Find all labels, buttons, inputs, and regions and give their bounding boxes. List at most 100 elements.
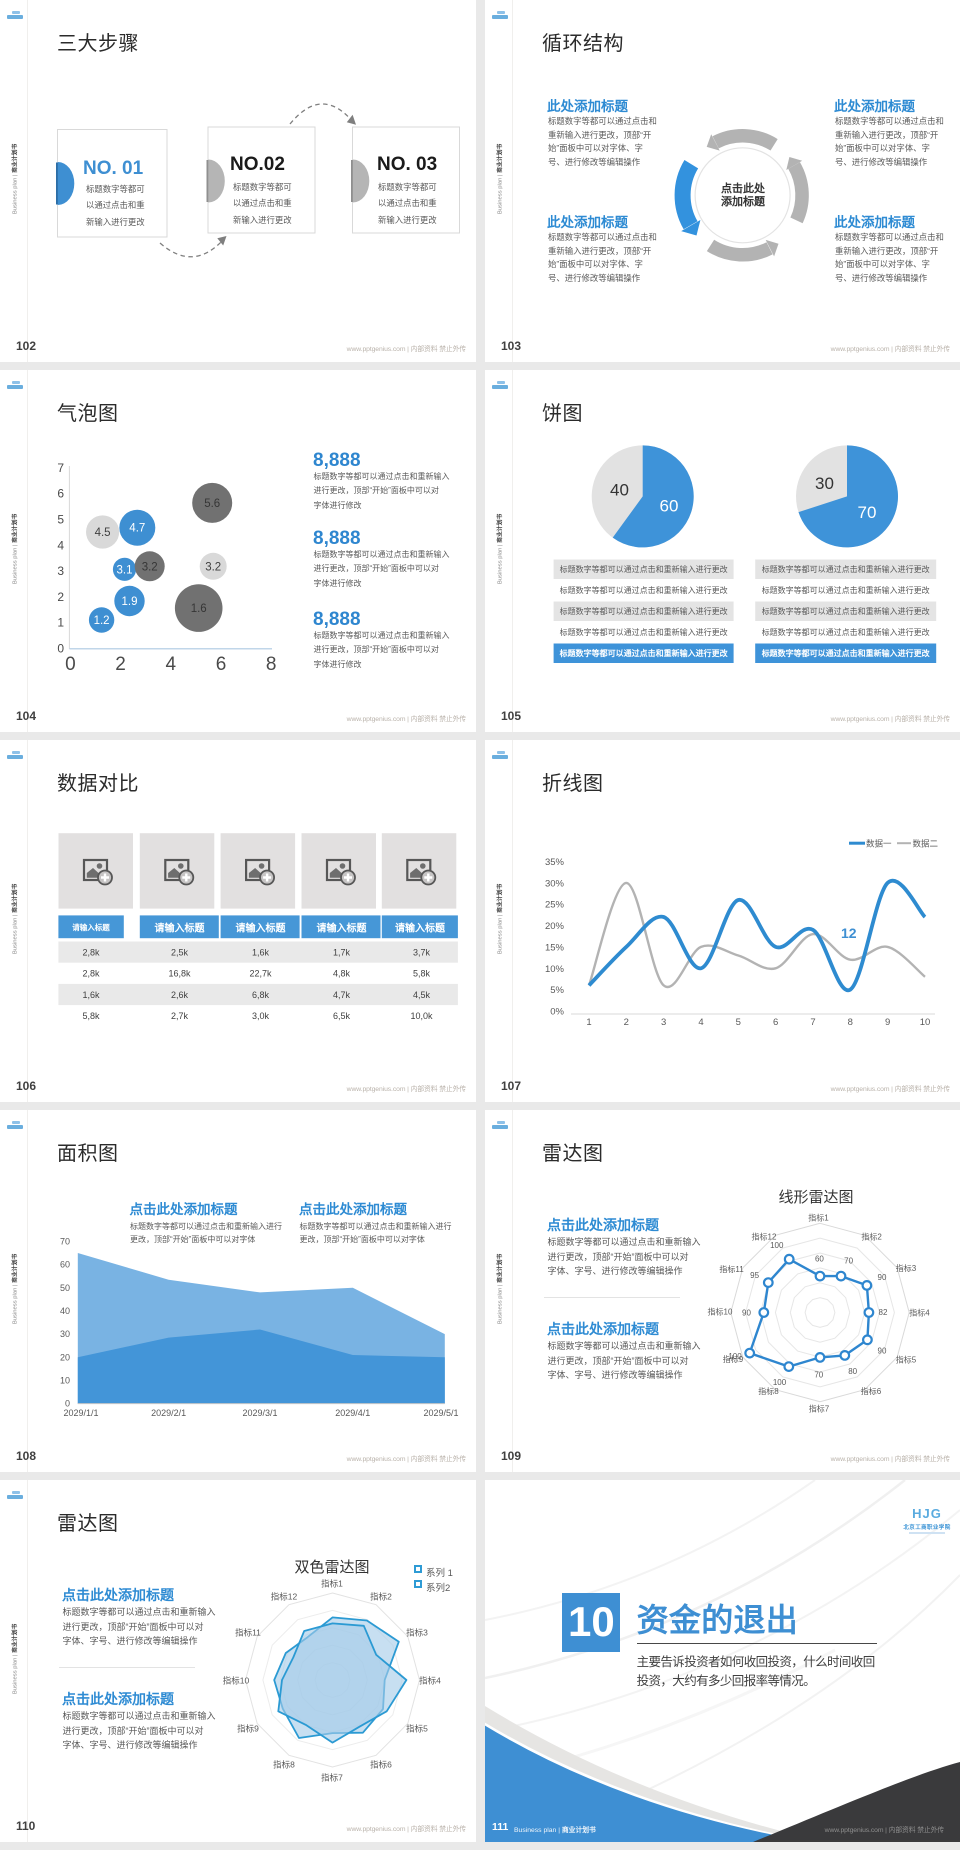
svg-text:请输入标题: 请输入标题: [317, 922, 368, 935]
svg-text:82: 82: [879, 1308, 888, 1317]
svg-text:95: 95: [750, 1271, 759, 1280]
svg-text:数据二: 数据二: [913, 838, 939, 848]
svg-text:4.5: 4.5: [95, 527, 111, 539]
svg-text:3.2: 3.2: [205, 561, 221, 573]
svg-text:5%: 5%: [550, 985, 564, 996]
svg-text:7: 7: [57, 461, 64, 475]
svg-text:指标3: 指标3: [406, 1628, 428, 1638]
svg-text:12: 12: [841, 925, 857, 941]
svg-text:指标11: 指标11: [235, 1628, 261, 1638]
svg-text:指标5: 指标5: [406, 1724, 428, 1734]
svg-text:请输入标题: 请输入标题: [72, 922, 110, 932]
svg-text:数据一: 数据一: [866, 838, 892, 848]
svg-text:指标1: 指标1: [808, 1213, 829, 1223]
svg-text:指标10: 指标10: [708, 1306, 733, 1316]
svg-text:2,8k: 2,8k: [82, 969, 100, 979]
svg-text:70: 70: [814, 1371, 823, 1380]
svg-text:9: 9: [885, 1017, 890, 1028]
svg-text:80: 80: [848, 1367, 857, 1376]
svg-text:60: 60: [60, 1260, 70, 1270]
svg-text:标题数字等都可以通过点击和重新输入进行更改: 标题数字等都可以通过点击和重新输入进行更改: [762, 564, 930, 574]
svg-text:指标10: 指标10: [223, 1676, 250, 1686]
svg-text:3: 3: [661, 1017, 666, 1028]
svg-text:指标2: 指标2: [861, 1232, 882, 1242]
svg-text:8: 8: [848, 1017, 853, 1028]
svg-text:50: 50: [60, 1283, 70, 1293]
svg-text:8: 8: [266, 654, 277, 675]
svg-text:90: 90: [878, 1347, 887, 1356]
svg-text:指标7: 指标7: [321, 1773, 343, 1783]
svg-text:5: 5: [736, 1017, 741, 1028]
svg-text:1: 1: [57, 616, 64, 630]
svg-text:2,7k: 2,7k: [171, 1011, 189, 1021]
svg-text:90: 90: [742, 1309, 751, 1318]
svg-text:1,6k: 1,6k: [252, 948, 270, 958]
svg-text:100: 100: [770, 1241, 784, 1250]
svg-text:25%: 25%: [545, 900, 565, 911]
svg-text:5: 5: [57, 513, 64, 527]
svg-text:3,0k: 3,0k: [252, 1011, 270, 1021]
svg-text:指标6: 指标6: [861, 1386, 882, 1396]
svg-text:指标7: 指标7: [809, 1404, 830, 1414]
svg-text:指标12: 指标12: [752, 1231, 777, 1241]
svg-text:0: 0: [65, 1399, 70, 1409]
svg-text:2029/5/1: 2029/5/1: [423, 1408, 458, 1418]
svg-text:3.2: 3.2: [142, 561, 158, 573]
svg-text:6: 6: [216, 654, 227, 675]
svg-text:70: 70: [858, 503, 877, 522]
svg-text:3,7k: 3,7k: [413, 948, 431, 958]
svg-text:标题数字等都可以通过点击和重新输入进行更改: 标题数字等都可以通过点击和重新输入进行更改: [762, 627, 930, 637]
svg-text:70: 70: [60, 1237, 70, 1247]
svg-text:2029/4/1: 2029/4/1: [335, 1408, 370, 1418]
svg-text:2,8k: 2,8k: [82, 948, 100, 958]
svg-text:20%: 20%: [545, 921, 565, 932]
svg-text:0: 0: [65, 654, 76, 675]
svg-text:指标6: 指标6: [370, 1760, 392, 1770]
svg-text:22,7k: 22,7k: [249, 969, 272, 979]
svg-text:6,5k: 6,5k: [333, 1011, 351, 1021]
svg-text:4.7: 4.7: [129, 523, 145, 535]
svg-text:30%: 30%: [545, 878, 565, 889]
svg-text:35%: 35%: [545, 857, 565, 868]
svg-text:40: 40: [60, 1306, 70, 1316]
svg-text:6: 6: [57, 487, 64, 501]
svg-text:标题数字等都可以通过点击和重新输入进行更改: 标题数字等都可以通过点击和重新输入进行更改: [559, 648, 729, 658]
svg-text:7: 7: [810, 1017, 815, 1028]
svg-text:指标5: 指标5: [896, 1355, 917, 1365]
svg-text:0%: 0%: [550, 1007, 564, 1018]
svg-text:16,8k: 16,8k: [168, 969, 191, 979]
svg-text:10: 10: [920, 1017, 931, 1028]
svg-text:指标12: 指标12: [271, 1592, 298, 1602]
svg-text:标题数字等都可以通过点击和重新输入进行更改: 标题数字等都可以通过点击和重新输入进行更改: [560, 606, 728, 616]
svg-text:3: 3: [57, 564, 64, 578]
svg-text:指标9: 指标9: [237, 1724, 259, 1734]
svg-text:20: 20: [60, 1352, 70, 1362]
svg-text:1.2: 1.2: [94, 615, 110, 627]
svg-text:2029/2/1: 2029/2/1: [151, 1408, 186, 1418]
svg-text:指标3: 指标3: [896, 1263, 917, 1273]
svg-text:4,7k: 4,7k: [333, 990, 351, 1000]
svg-text:100: 100: [728, 1352, 742, 1361]
svg-text:指标8: 指标8: [273, 1760, 295, 1770]
svg-text:10: 10: [60, 1375, 70, 1385]
svg-text:1.9: 1.9: [122, 596, 138, 608]
svg-text:6: 6: [773, 1017, 778, 1028]
svg-text:30: 30: [60, 1329, 70, 1339]
svg-text:60: 60: [815, 1255, 824, 1264]
svg-text:10%: 10%: [545, 964, 565, 975]
svg-text:请输入标题: 请输入标题: [395, 922, 446, 935]
svg-text:4,5k: 4,5k: [413, 990, 431, 1000]
svg-text:请输入标题: 请输入标题: [236, 922, 287, 935]
svg-text:2029/1/1: 2029/1/1: [63, 1408, 98, 1418]
svg-text:指标1: 指标1: [321, 1579, 343, 1589]
svg-text:指标2: 指标2: [370, 1592, 392, 1602]
svg-text:指标8: 指标8: [758, 1386, 779, 1396]
svg-text:1,7k: 1,7k: [333, 948, 351, 958]
svg-text:60: 60: [660, 497, 679, 516]
svg-text:2: 2: [57, 590, 64, 604]
svg-text:1,6k: 1,6k: [82, 990, 100, 1000]
svg-text:标题数字等都可以通过点击和重新输入进行更改: 标题数字等都可以通过点击和重新输入进行更改: [762, 585, 930, 595]
svg-text:70: 70: [844, 1257, 853, 1266]
svg-text:请输入标题: 请输入标题: [155, 922, 206, 935]
svg-text:6,8k: 6,8k: [252, 990, 270, 1000]
